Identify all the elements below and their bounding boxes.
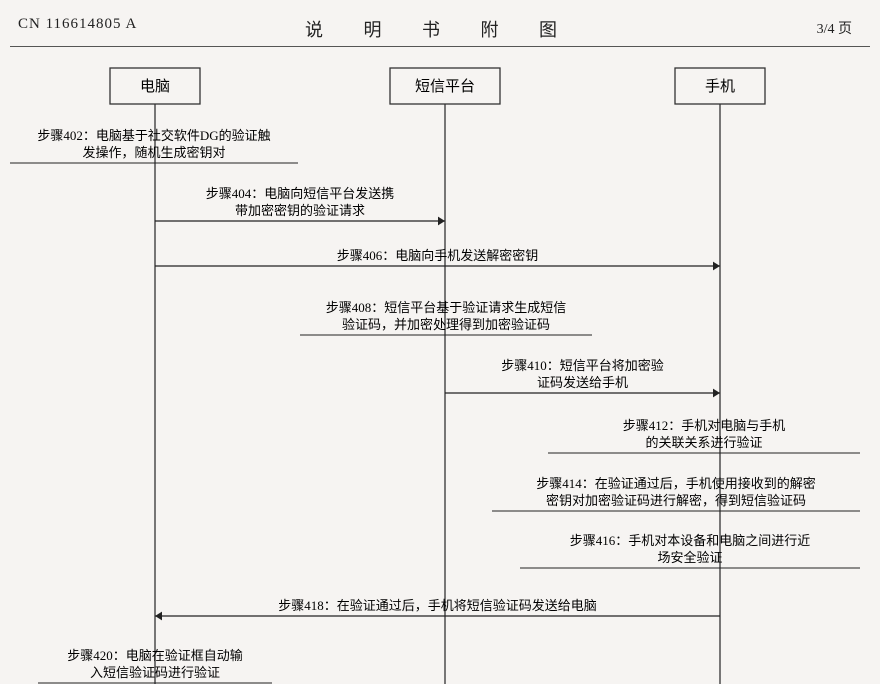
sequence-diagram: 电脑短信平台手机步骤402：电脑基于社交软件DG的验证触发操作，随机生成密钥对步… <box>0 50 880 684</box>
svg-text:场安全验证: 场安全验证 <box>657 550 722 565</box>
document-number: CN 116614805 A <box>18 16 137 33</box>
message-s410: 步骤410：短信平台将加密验证码发送给手机 <box>445 358 720 397</box>
svg-text:的关联关系进行验证: 的关联关系进行验证 <box>645 435 762 450</box>
participant-label-sms: 短信平台 <box>415 78 475 95</box>
svg-text:步骤420：电脑在验证框自动输: 步骤420：电脑在验证框自动输 <box>67 648 243 663</box>
document-title: 说 明 书 附 图 <box>305 16 575 42</box>
svg-text:步骤412：手机对电脑与手机: 步骤412：手机对电脑与手机 <box>623 418 786 433</box>
svg-text:验证码，并加密处理得到加密验证码: 验证码，并加密处理得到加密验证码 <box>342 317 550 332</box>
svg-text:步骤402：电脑基于社交软件DG的验证触: 步骤402：电脑基于社交软件DG的验证触 <box>37 128 270 143</box>
message-s402: 步骤402：电脑基于社交软件DG的验证触发操作，随机生成密钥对 <box>10 128 298 163</box>
message-s404: 步骤404：电脑向短信平台发送携带加密密钥的验证请求 <box>155 186 445 225</box>
svg-text:证码发送给手机: 证码发送给手机 <box>537 375 628 390</box>
svg-text:密钥对加密验证码进行解密，得到短信验证码: 密钥对加密验证码进行解密，得到短信验证码 <box>546 493 806 508</box>
message-s418: 步骤418：在验证通过后，手机将短信验证码发送给电脑 <box>155 598 720 620</box>
header-rule <box>10 46 870 47</box>
message-s406: 步骤406：电脑向手机发送解密密钥 <box>155 248 720 270</box>
svg-text:步骤404：电脑向短信平台发送携: 步骤404：电脑向短信平台发送携 <box>206 186 395 201</box>
svg-text:步骤418：在验证通过后，手机将短信验证码发送给电脑: 步骤418：在验证通过后，手机将短信验证码发送给电脑 <box>278 598 597 613</box>
svg-text:入短信验证码进行验证: 入短信验证码进行验证 <box>90 665 220 680</box>
message-s420: 步骤420：电脑在验证框自动输入短信验证码进行验证 <box>38 648 272 683</box>
page: CN 116614805 A 说 明 书 附 图 3/4 页 电脑 短信平台 手机步… <box>0 0 880 684</box>
message-s408: 步骤408：短信平台基于验证请求生成短信验证码，并加密处理得到加密验证码 <box>300 300 592 335</box>
page-header: CN 116614805 A 说 明 书 附 图 3/4 页 <box>0 16 880 44</box>
svg-text:步骤416：手机对本设备和电脑之间进行近: 步骤416：手机对本设备和电脑之间进行近 <box>570 533 811 548</box>
svg-text:步骤414：在验证通过后，手机使用接收到的解密: 步骤414：在验证通过后，手机使用接收到的解密 <box>536 476 816 491</box>
message-s416: 步骤416：手机对本设备和电脑之间进行近场安全验证 <box>520 533 860 568</box>
message-s414: 步骤414：在验证通过后，手机使用接收到的解密密钥对加密验证码进行解密，得到短信… <box>492 476 860 511</box>
svg-text:步骤408：短信平台基于验证请求生成短信: 步骤408：短信平台基于验证请求生成短信 <box>326 300 567 315</box>
svg-text:发操作，随机生成密钥对: 发操作，随机生成密钥对 <box>82 145 225 160</box>
page-number: 3/4 页 <box>817 18 852 38</box>
message-s412: 步骤412：手机对电脑与手机的关联关系进行验证 <box>548 418 860 453</box>
participant-label-phone: 手机 <box>705 78 735 95</box>
participant-label-pc: 电脑 <box>140 78 170 95</box>
svg-text:步骤406：电脑向手机发送解密密钥: 步骤406：电脑向手机发送解密密钥 <box>337 248 539 263</box>
svg-text:带加密密钥的验证请求: 带加密密钥的验证请求 <box>235 203 365 218</box>
svg-text:步骤410：短信平台将加密验: 步骤410：短信平台将加密验 <box>501 358 664 373</box>
